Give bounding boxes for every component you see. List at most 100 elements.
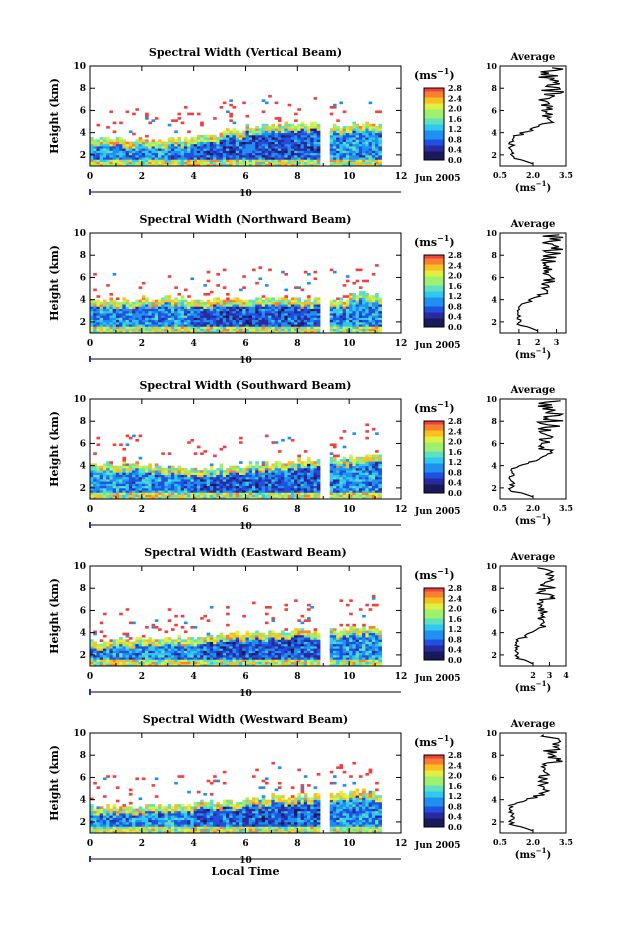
heatmap-cell (119, 472, 123, 475)
heatmap-cell (284, 326, 289, 329)
heatmap-cell (297, 330, 301, 334)
heatmap-cell (245, 490, 250, 493)
heatmap-cell (358, 299, 363, 303)
heatmap-cell (115, 481, 120, 484)
heatmap-cell (222, 150, 227, 154)
heatmap-cell (242, 483, 246, 487)
heatmap-cell (329, 130, 334, 134)
heatmap-cell (148, 141, 152, 145)
heatmap-cell (371, 146, 376, 149)
heatmap-cell (196, 306, 201, 309)
heatmap-cell (112, 659, 117, 662)
heatmap-cell (239, 494, 243, 498)
heatmap-cell (339, 494, 344, 498)
heatmap-cell (109, 476, 114, 480)
heatmap-cell (183, 494, 188, 498)
heatmap-cell (187, 295, 191, 298)
heatmap-cell (183, 143, 188, 147)
heatmap-cell (307, 130, 311, 134)
heatmap-cell (170, 304, 175, 307)
heatmap-cell (355, 279, 360, 283)
heatmap-cell (109, 157, 114, 160)
heatmap-cell (180, 328, 185, 332)
heatmap-cell (339, 154, 344, 158)
heatmap-cell (177, 159, 182, 162)
heatmap-cell (174, 657, 178, 660)
heatmap-cell (255, 304, 259, 307)
heatmap-cell (297, 157, 301, 160)
heatmap-cell (229, 308, 233, 312)
heatmap-cell (226, 479, 230, 482)
heatmap-cell (345, 137, 350, 140)
heatmap-cell (177, 639, 182, 642)
heatmap-cell (193, 152, 198, 156)
heatmap-cell (106, 301, 110, 305)
heatmap-cell (316, 496, 321, 500)
heatmap-cell (332, 454, 337, 458)
heatmap-cell (138, 465, 143, 469)
heatmap-cell (303, 328, 308, 332)
heatmap-cell (274, 461, 279, 464)
heatmap-cell (203, 163, 208, 167)
heatmap-cell (122, 652, 127, 656)
heatmap-cell (339, 134, 344, 138)
heatmap-cell (99, 141, 104, 145)
heatmap-cell (226, 159, 230, 162)
heatmap-cell (239, 304, 243, 307)
heatmap-cell (378, 485, 382, 489)
heatmap-cell (368, 324, 373, 327)
heatmap-cell (229, 483, 233, 487)
heatmap-cell (261, 304, 266, 307)
heatmap-cell (261, 313, 266, 316)
heatmap-cell (261, 481, 266, 484)
heatmap-cell (145, 326, 149, 329)
heatmap-cell (258, 496, 263, 500)
heatmap-cell (119, 121, 123, 125)
heatmap-cell (232, 328, 237, 332)
heatmap-cell (145, 308, 149, 312)
average-x-tick-label: 2 (535, 337, 541, 347)
heatmap-cell (258, 157, 263, 160)
heatmap-cell (277, 297, 282, 301)
heatmap-cell (365, 304, 370, 307)
heatmap-cell (271, 330, 276, 334)
heatmap-cell (93, 648, 97, 651)
heatmap-cell (251, 317, 256, 321)
heatmap-cell (264, 141, 269, 145)
heatmap-cell (167, 654, 172, 658)
heatmap-cell (271, 324, 276, 327)
heatmap-cell (122, 447, 127, 451)
heatmap-cell (355, 494, 360, 498)
heatmap-cell (339, 459, 344, 462)
heatmap-cell (277, 479, 282, 482)
heatmap-cell (203, 146, 208, 149)
average-title: Average (510, 219, 556, 230)
heatmap-cell (239, 481, 243, 484)
heatmap-cell (284, 121, 289, 125)
heatmap-cell (303, 159, 308, 162)
heatmap-cell (125, 317, 130, 321)
y-tick-label: 6 (80, 273, 86, 283)
heatmap-cell (242, 472, 246, 475)
heatmap-cell (261, 163, 266, 167)
heatmap-cell (258, 154, 263, 158)
heatmap-cell (258, 152, 263, 156)
heatmap-cell (281, 472, 285, 475)
heatmap-cell (235, 465, 240, 469)
heatmap-cell (112, 330, 117, 334)
heatmap-cell (112, 443, 117, 447)
heatmap-cell (161, 472, 165, 475)
heatmap-cell (232, 479, 237, 482)
heatmap-cell (378, 150, 382, 154)
heatmap-cell (180, 157, 185, 160)
heatmap-cell (365, 430, 370, 433)
heatmap-cell (281, 463, 285, 467)
heatmap-cell (274, 463, 279, 467)
heatmap-cell (122, 494, 127, 498)
colorbar-tick-label: 2.4 (448, 93, 462, 103)
heatmap-cell (316, 474, 321, 478)
heatmap-cell (145, 146, 149, 149)
heatmap-cell (368, 326, 373, 329)
heatmap-cell (90, 470, 94, 473)
heatmap-cell (329, 304, 334, 307)
